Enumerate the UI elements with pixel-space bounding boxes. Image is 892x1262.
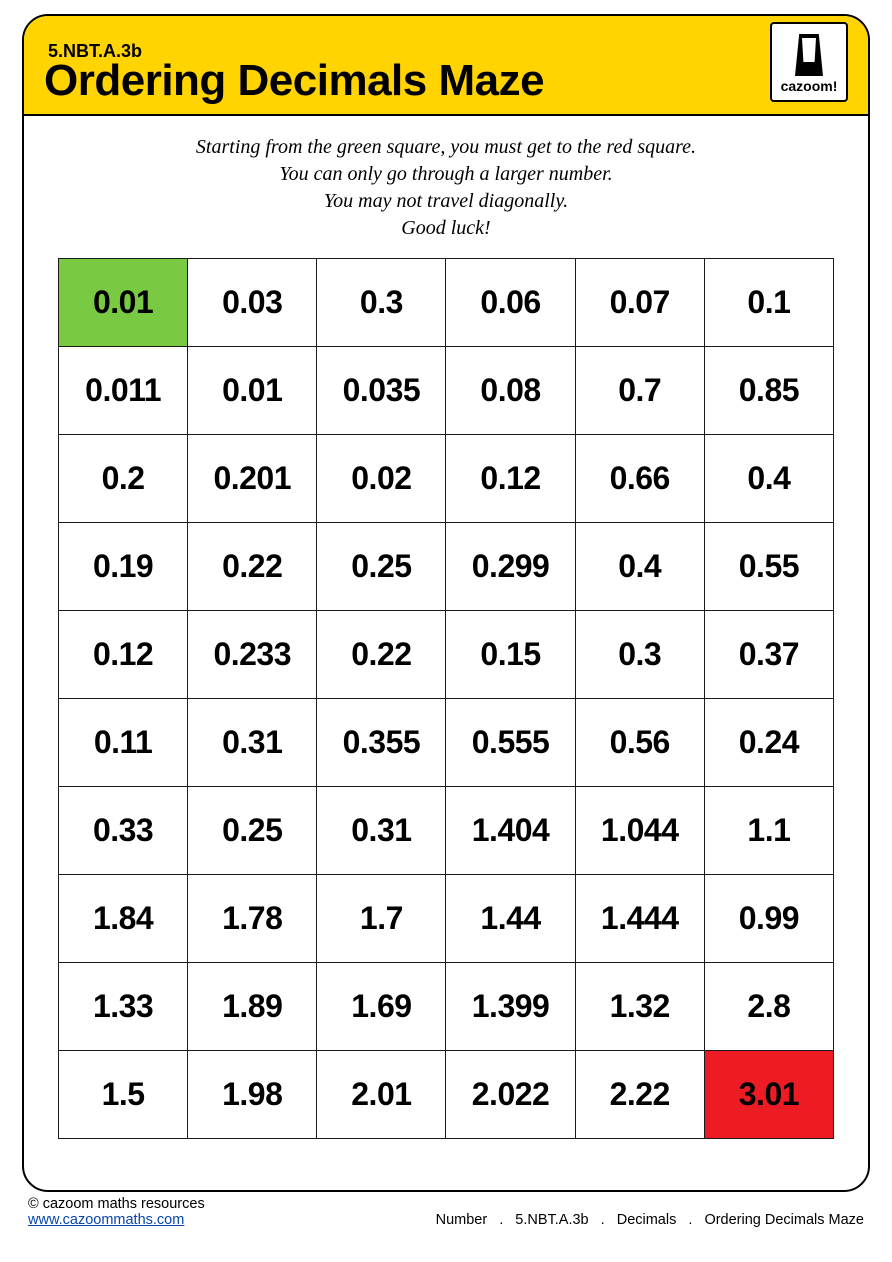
maze-cell: 0.299 (446, 523, 575, 611)
maze-grid: 0.010.030.30.060.070.10.0110.010.0350.08… (58, 258, 834, 1139)
maze-cell: 0.07 (575, 259, 704, 347)
maze-cell: 0.035 (317, 347, 446, 435)
maze-cell: 0.99 (704, 875, 833, 963)
maze-cell: 0.555 (446, 699, 575, 787)
maze-cell: 1.84 (59, 875, 188, 963)
instruction-line: You can only go through a larger number. (44, 161, 848, 188)
maze-cell: 1.69 (317, 963, 446, 1051)
maze-cell: 1.7 (317, 875, 446, 963)
maze-cell: 1.33 (59, 963, 188, 1051)
crumb-sep: . (499, 1212, 503, 1228)
maze-cell: 2.22 (575, 1051, 704, 1139)
maze-grid-container: 0.010.030.30.060.070.10.0110.010.0350.08… (24, 258, 868, 1139)
maze-cell: 1.1 (704, 787, 833, 875)
maze-cell: 0.19 (59, 523, 188, 611)
instruction-line: Starting from the green square, you must… (44, 134, 848, 161)
maze-cell: 0.3 (575, 611, 704, 699)
maze-cell: 1.98 (188, 1051, 317, 1139)
maze-cell: 0.31 (188, 699, 317, 787)
footer-link[interactable]: www.cazoommaths.com (28, 1212, 184, 1228)
logo-icon (795, 34, 823, 76)
cookie-icon (506, 1146, 616, 1192)
maze-cell: 0.37 (704, 611, 833, 699)
maze-cell: 1.32 (575, 963, 704, 1051)
maze-cell: 0.31 (317, 787, 446, 875)
maze-cell: 0.11 (59, 699, 188, 787)
maze-cell: 1.404 (446, 787, 575, 875)
footer-row: www.cazoommaths.com Number . 5.NBT.A.3b … (28, 1212, 864, 1228)
worksheet-sheet: 5.NBT.A.3b Ordering Decimals Maze cazoom… (22, 14, 870, 1192)
maze-cell: 0.06 (446, 259, 575, 347)
crumb-sep: . (688, 1212, 692, 1228)
maze-cell: 0.25 (188, 787, 317, 875)
maze-cell: 0.24 (704, 699, 833, 787)
maze-cell: 0.355 (317, 699, 446, 787)
maze-cell: 2.8 (704, 963, 833, 1051)
maze-cell: 3.01 (704, 1051, 833, 1139)
header-titles: 5.NBT.A.3b Ordering Decimals Maze (44, 41, 770, 104)
crumb: Decimals (617, 1212, 677, 1228)
cookie-icon (256, 1146, 366, 1192)
maze-cell: 1.44 (446, 875, 575, 963)
maze-cell: 0.25 (317, 523, 446, 611)
maze-cell: 0.08 (446, 347, 575, 435)
maze-cell: 0.22 (317, 611, 446, 699)
maze-cell: 1.044 (575, 787, 704, 875)
maze-cell: 1.399 (446, 963, 575, 1051)
maze-cell: 1.444 (575, 875, 704, 963)
maze-cell: 0.66 (575, 435, 704, 523)
maze-cell: 1.89 (188, 963, 317, 1051)
maze-cell: 0.01 (59, 259, 188, 347)
maze-cell: 1.5 (59, 1051, 188, 1139)
crumb: 5.NBT.A.3b (515, 1212, 588, 1228)
worksheet-title: Ordering Decimals Maze (44, 58, 770, 104)
maze-cell: 0.56 (575, 699, 704, 787)
maze-cell: 0.22 (188, 523, 317, 611)
maze-cell: 2.01 (317, 1051, 446, 1139)
footer-copyright: © cazoom maths resources (28, 1196, 864, 1212)
maze-cell: 1.78 (188, 875, 317, 963)
maze-cell: 0.1 (704, 259, 833, 347)
footer: © cazoom maths resources www.cazoommaths… (22, 1192, 870, 1230)
crumb-sep: . (601, 1212, 605, 1228)
maze-cell: 0.4 (704, 435, 833, 523)
maze-cell: 0.12 (446, 435, 575, 523)
maze-cell: 0.011 (59, 347, 188, 435)
maze-cell: 0.33 (59, 787, 188, 875)
maze-cell: 0.4 (575, 523, 704, 611)
maze-cell: 0.85 (704, 347, 833, 435)
logo-text: cazoom! (781, 78, 838, 94)
instruction-line: You may not travel diagonally. (44, 188, 848, 215)
maze-cell: 2.022 (446, 1051, 575, 1139)
instructions: Starting from the green square, you must… (24, 116, 868, 258)
maze-cell: 0.02 (317, 435, 446, 523)
maze-cell: 0.01 (188, 347, 317, 435)
instruction-line: Good luck! (44, 215, 848, 242)
maze-cell: 0.7 (575, 347, 704, 435)
maze-cell: 0.2 (59, 435, 188, 523)
crumb: Ordering Decimals Maze (704, 1212, 864, 1228)
worksheet-page: 5.NBT.A.3b Ordering Decimals Maze cazoom… (0, 0, 892, 1240)
breadcrumbs: Number . 5.NBT.A.3b . Decimals . Orderin… (436, 1212, 864, 1228)
cazoom-logo: cazoom! (770, 22, 848, 102)
maze-cell: 0.3 (317, 259, 446, 347)
maze-cell: 0.03 (188, 259, 317, 347)
maze-cell: 0.15 (446, 611, 575, 699)
maze-cell: 0.233 (188, 611, 317, 699)
worksheet-header: 5.NBT.A.3b Ordering Decimals Maze cazoom… (24, 16, 868, 116)
maze-cell: 0.55 (704, 523, 833, 611)
maze-cell: 0.201 (188, 435, 317, 523)
maze-cell: 0.12 (59, 611, 188, 699)
crumb: Number (436, 1212, 488, 1228)
